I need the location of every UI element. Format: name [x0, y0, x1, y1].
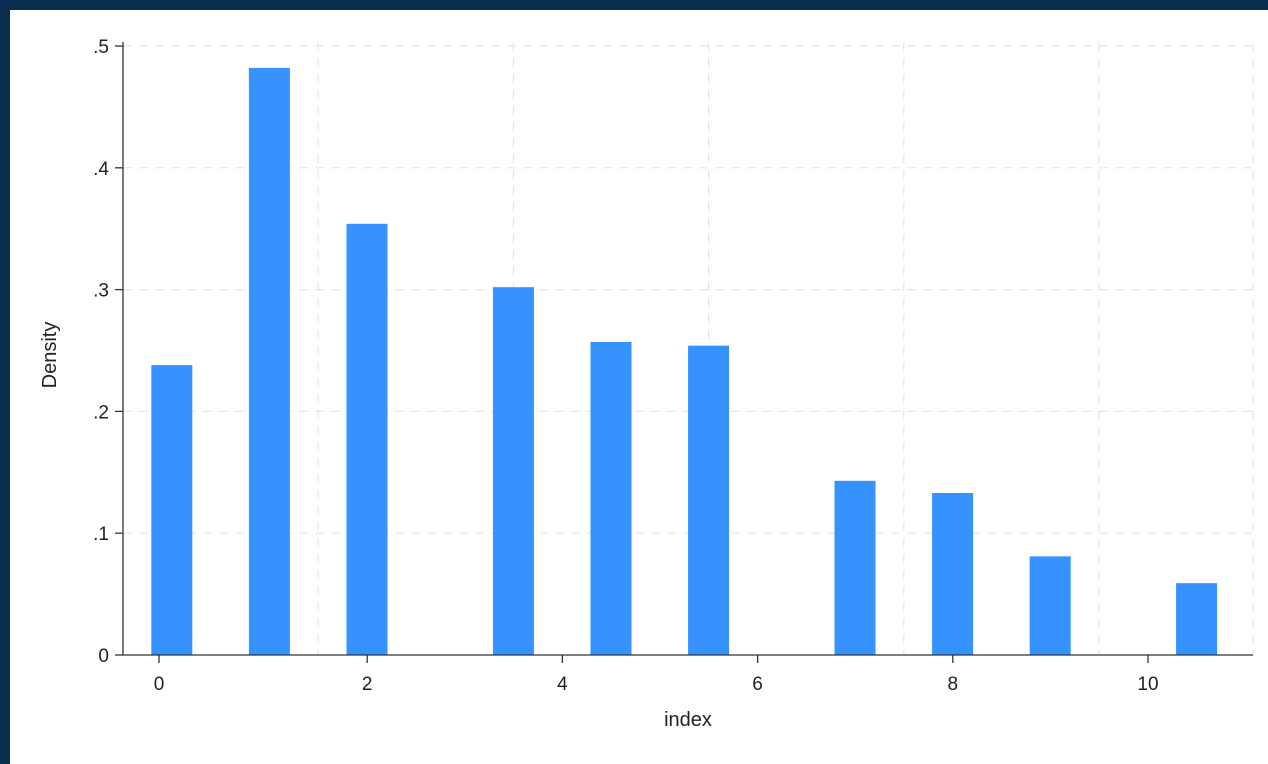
y-tick-label: 0 — [98, 646, 109, 667]
x-tick-label: 6 — [752, 674, 763, 695]
chart-frame: 0 .1 .2 .3 .4 .5 0 2 4 6 8 10 index Density — [10, 10, 1268, 764]
grid-lines — [123, 42, 1254, 655]
histogram-bar — [346, 223, 388, 655]
y-tick-label: .3 — [93, 281, 109, 302]
x-tick-label: 10 — [1137, 674, 1158, 695]
tick-labels: 0 .1 .2 .3 .4 .5 0 2 4 6 8 10 — [93, 37, 1158, 695]
histogram-bar — [834, 480, 876, 655]
histogram-bar — [151, 365, 193, 655]
x-tick-label: 4 — [557, 674, 568, 695]
bars — [151, 67, 1218, 655]
histogram-bar — [1029, 556, 1071, 655]
y-tick-label: .4 — [93, 159, 109, 180]
axes — [122, 42, 1253, 656]
x-tick-label: 8 — [948, 674, 959, 695]
y-axis-label: Density — [39, 322, 61, 389]
histogram-bar — [932, 493, 974, 655]
x-tick-label: 2 — [362, 674, 373, 695]
histogram-chart: 0 .1 .2 .3 .4 .5 0 2 4 6 8 10 index Density — [39, 37, 1254, 731]
histogram-bar — [1176, 583, 1218, 655]
y-tick-label: .2 — [93, 402, 109, 423]
x-tick-label: 0 — [154, 674, 165, 695]
histogram-bar — [248, 67, 290, 655]
x-axis-label: index — [664, 709, 712, 731]
histogram-bar — [492, 287, 534, 655]
histogram-bar — [688, 345, 730, 655]
histogram-bar — [590, 341, 632, 655]
y-tick-label: .1 — [93, 524, 109, 545]
y-tick-label: .5 — [93, 37, 109, 58]
